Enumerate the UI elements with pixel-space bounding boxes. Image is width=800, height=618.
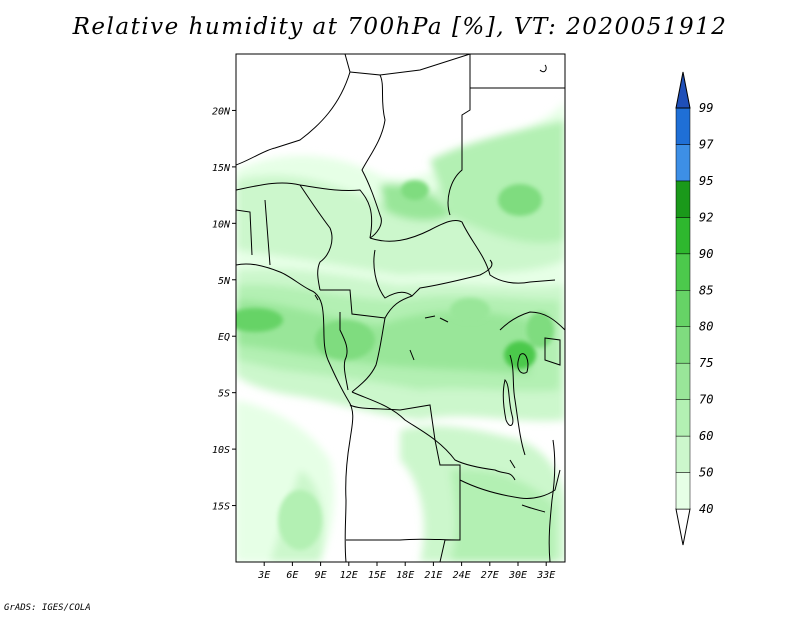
colorbar-label: 70 [699, 393, 713, 407]
lon-tick-label: 24E [453, 570, 471, 581]
colorbar-swatch [675, 217, 691, 255]
coastline [236, 263, 354, 562]
colorbar-swatch [675, 362, 691, 400]
lon-tick-label: 21E [424, 570, 442, 581]
border [236, 182, 373, 239]
colorbar-swatch [675, 144, 691, 182]
colorbar-label: 92 [699, 210, 713, 224]
lake [517, 353, 529, 374]
lon-tick-label: 15E [368, 570, 386, 581]
border [236, 199, 271, 266]
colorbar-swatch [675, 399, 691, 437]
lake [502, 379, 514, 426]
lake [314, 294, 516, 469]
border [548, 439, 556, 562]
border [346, 538, 461, 541]
border [379, 54, 471, 216]
humidity-field [236, 100, 565, 562]
lat-tick-label: 5S [218, 389, 230, 400]
colorbar-label: 80 [699, 320, 713, 334]
colorbar-label: 99 [699, 101, 713, 115]
lat-tick-label: 10S [212, 445, 230, 456]
map-title: Relative humidity at 700hPa [%], VT: 202… [72, 14, 728, 40]
colorbar-swatch [675, 107, 691, 145]
colorbar-label: 75 [699, 356, 713, 370]
border [236, 54, 351, 166]
colorbar-swatch [675, 326, 691, 364]
border [299, 184, 333, 291]
colorbar-swatch [675, 435, 691, 473]
colorbar-label: 50 [699, 466, 713, 480]
border [509, 354, 526, 456]
coastlines-borders [236, 54, 565, 562]
lon-tick-label: 30E [508, 570, 527, 581]
lon-tick-label: 27E [481, 570, 499, 581]
border [320, 289, 413, 319]
colorbar-label: 85 [699, 283, 713, 297]
lon-tick-label: 3E [257, 570, 270, 581]
lat-tick-label: 15N [212, 163, 231, 174]
lon-tick-label: 33E [536, 570, 555, 581]
lat-tick-label: 10N [212, 219, 231, 230]
border [349, 404, 461, 562]
border [459, 469, 561, 499]
border [544, 337, 561, 366]
credit-label: GrADS: IGES/COLA [4, 603, 91, 613]
lake [521, 504, 546, 513]
lat-tick-label: 5N [218, 276, 231, 287]
lat-tick-label: 15S [212, 502, 230, 513]
border [499, 311, 565, 331]
border [349, 71, 386, 239]
colorbar: 40 50 60 70 75 80 85 90 92 95 97 99 [675, 71, 714, 546]
lon-tick-label: 12E [340, 570, 358, 581]
colorbar-label: 40 [699, 502, 713, 516]
colorbar-swatch [675, 253, 691, 291]
colorbar-swatch [675, 472, 691, 510]
colorbar-max-arrow [675, 71, 691, 109]
coastline [539, 64, 547, 73]
border [369, 219, 556, 284]
lake [409, 315, 449, 361]
lon-tick-label: 9E [315, 570, 327, 581]
colorbar-label: 90 [699, 247, 713, 261]
lat-tick-label: 20N [212, 106, 231, 117]
colorbar-label: 97 [699, 137, 714, 151]
colorbar-swatch [675, 290, 691, 327]
colorbar-label: 60 [699, 429, 713, 443]
lat-tick-label: EQ [218, 332, 230, 343]
plot-frame [235, 53, 566, 563]
border [339, 312, 349, 391]
colorbar-swatch [675, 180, 691, 218]
border [373, 249, 493, 299]
lon-tick-label: 6E [286, 570, 298, 581]
lon-tick-label: 18E [396, 570, 414, 581]
colorbar-label: 95 [699, 174, 713, 188]
colorbar-min-arrow [675, 508, 691, 546]
border [351, 317, 386, 393]
axis-ticks: 20N 15N 10N 5N EQ 5S 10S 15S 3E 6E 9E 12E 15E 18E 21E 2… [212, 106, 555, 581]
